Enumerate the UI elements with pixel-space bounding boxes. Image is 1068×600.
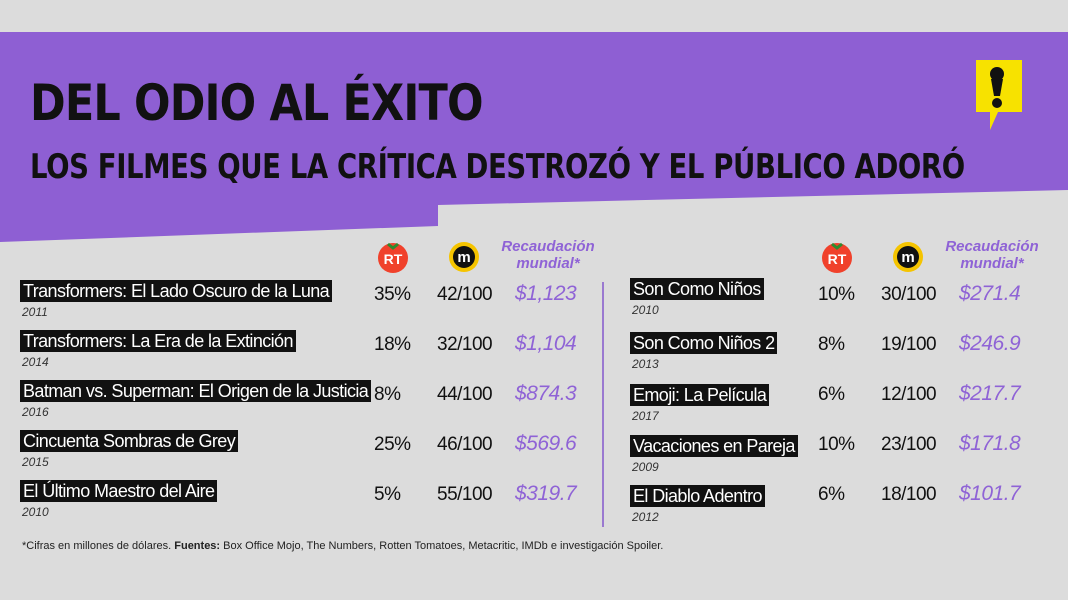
rt-score: 6%	[818, 384, 845, 405]
rt-score: 25%	[374, 434, 411, 455]
logo-dot-bottom	[992, 98, 1002, 108]
metacritic-score: 18/100	[881, 484, 937, 505]
movie-year: 2015	[22, 455, 49, 469]
movie-title: Vacaciones en Pareja	[630, 435, 798, 457]
rt-stem	[387, 242, 399, 250]
metacritic-icon: m	[449, 242, 479, 272]
movie-title: El Último Maestro del Aire	[20, 480, 218, 502]
rotten-tomatoes-icon: RT	[378, 242, 408, 273]
movie-year: 2010	[632, 303, 659, 317]
revenue-header-line1: Recaudación	[945, 238, 1039, 255]
movie-year: 2014	[22, 355, 49, 369]
movie-title: Batman vs. Superman: El Origen de la Jus…	[20, 380, 372, 402]
footnote-sources: Box Office Mojo, The Numbers, Rotten Tom…	[223, 540, 664, 552]
revenue-value: $569.6	[515, 432, 577, 455]
metacritic-score: 32/100	[437, 334, 493, 355]
metacritic-score: 30/100	[881, 284, 937, 305]
rt-score: 10%	[818, 434, 855, 455]
rt-score: 8%	[374, 384, 401, 405]
revenue-value: $271.4	[959, 282, 1021, 305]
spoiler-logo-icon	[976, 60, 1022, 130]
metacritic-score: 12/100	[881, 384, 937, 405]
revenue-header-line2: mundial*	[516, 255, 580, 272]
metacritic-score: 46/100	[437, 434, 493, 455]
movie-title: El Diablo Adentro	[630, 485, 765, 507]
mc-icon-label: m	[901, 249, 914, 266]
revenue-value: $217.7	[959, 382, 1021, 405]
column-divider	[602, 282, 604, 527]
movie-title: Son Como Niños 2	[630, 332, 778, 354]
rt-circle	[822, 243, 852, 273]
rt-score: 6%	[818, 484, 845, 505]
footnote-note: *Cifras en millones de dólares.	[22, 540, 172, 552]
rt-score: 10%	[818, 284, 855, 305]
rt-score: 18%	[374, 334, 411, 355]
revenue-header-line1: Recaudación	[501, 238, 595, 255]
movie-year: 2010	[22, 505, 49, 519]
metacritic-score: 42/100	[437, 284, 493, 305]
banner-shape	[0, 32, 1068, 242]
revenue-value: $874.3	[515, 382, 577, 405]
mc-inner	[453, 246, 475, 268]
movie-title: Cincuenta Sombras de Grey	[20, 430, 239, 452]
rt-stem	[831, 242, 843, 250]
revenue-value: $319.7	[515, 482, 577, 505]
footnote-sources-label: Fuentes:	[174, 540, 221, 552]
movie-year: 2009	[632, 460, 659, 474]
rt-circle	[378, 243, 408, 273]
movie-year: 2016	[22, 405, 49, 419]
logo-dot-top	[990, 67, 1004, 81]
revenue-header-right: Recaudación mundial*	[937, 238, 1047, 272]
rotten-tomatoes-icon: RT	[822, 242, 852, 273]
mc-icon-label: m	[457, 249, 470, 266]
movie-title: Emoji: La Película	[630, 384, 770, 406]
metacritic-score: 23/100	[881, 434, 937, 455]
metacritic-score: 55/100	[437, 484, 493, 505]
metacritic-score: 19/100	[881, 334, 937, 355]
rt-icon-label: RT	[828, 251, 847, 267]
revenue-header-line2: mundial*	[960, 255, 1024, 272]
movie-year: 2017	[632, 409, 659, 423]
rt-score: 8%	[818, 334, 845, 355]
movie-year: 2013	[632, 357, 659, 371]
rt-score: 5%	[374, 484, 401, 505]
movie-title: Transformers: La Era de la Extinción	[20, 330, 296, 352]
revenue-value: $101.7	[959, 482, 1021, 505]
movie-title: Transformers: El Lado Oscuro de la Luna	[20, 280, 333, 302]
page-subtitle: LOS FILMES QUE LA CRÍTICA DESTROZÓ Y EL …	[30, 147, 965, 187]
rt-score: 35%	[374, 284, 411, 305]
movie-year: 2012	[632, 510, 659, 524]
movie-title: Son Como Niños	[630, 278, 764, 300]
logo-bar	[991, 79, 1003, 96]
metacritic-score: 44/100	[437, 384, 493, 405]
rt-icon-label: RT	[384, 251, 403, 267]
metacritic-icon: m	[893, 242, 923, 272]
movie-year: 2011	[22, 305, 48, 319]
mc-inner	[897, 246, 919, 268]
revenue-value: $1,104	[515, 332, 577, 355]
revenue-value: $246.9	[959, 332, 1021, 355]
page-title: DEL ODIO AL ÉXITO	[30, 74, 484, 132]
revenue-header-left: Recaudación mundial*	[493, 238, 603, 272]
revenue-value: $171.8	[959, 432, 1021, 455]
revenue-value: $1,123	[515, 282, 577, 305]
footnote: *Cifras en millones de dólares. Fuentes:…	[22, 540, 663, 552]
